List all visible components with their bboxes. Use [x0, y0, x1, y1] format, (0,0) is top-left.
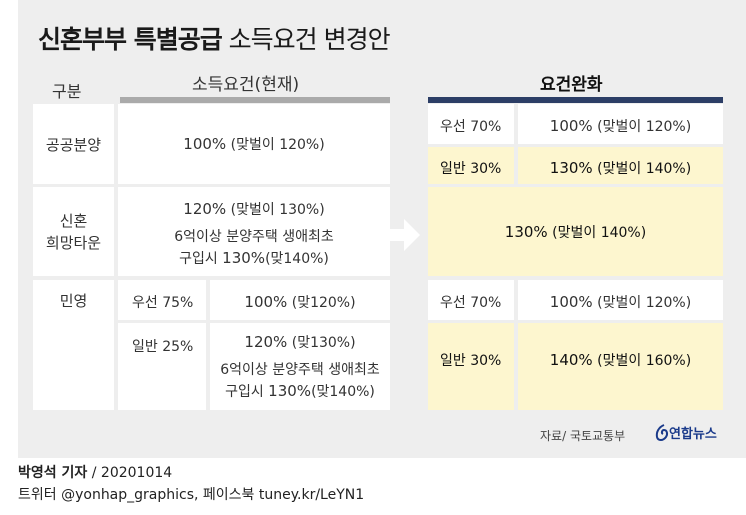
current-public-main: 100% [183, 135, 227, 153]
relaxed-cell-private-priority-label [428, 280, 514, 320]
relaxed-cell-public-priority-value [518, 104, 723, 144]
title-rest: 소득요건 변경안 [221, 25, 391, 54]
source-text: 자료/ 국토교통부 [540, 429, 626, 443]
relaxed-private-priority-value: 100% (맞벌이 120%) [518, 292, 723, 312]
relaxed-cell-public-general-label [428, 147, 514, 184]
row-label-private: 민영 [59, 292, 88, 310]
relaxed-private-priority-sub: (맞벌이 120%) [592, 295, 692, 311]
relaxed-private-priority-label: 우선 70% [440, 295, 502, 311]
current-cell-private-general-label [118, 323, 206, 410]
category-cell-newlywed [33, 187, 114, 276]
current-private-general-line2: 6억이상 분양주택 생애최초 [220, 362, 380, 378]
relaxed-private-general-label: 일반 30% [440, 353, 502, 369]
row-label-public: 공공분양 [45, 136, 102, 154]
current-private-priority-sub: (맞120%) [287, 295, 356, 311]
footer-reporter: 박영석 기자 [18, 465, 88, 481]
relaxed-cell-newlywed [428, 187, 723, 276]
current-private-general-label: 일반 25% [132, 339, 194, 355]
relaxed-cell-public-priority-label [428, 104, 514, 144]
relaxed-header-bar [428, 97, 723, 103]
header-current: 소득요건(현재) [192, 75, 300, 95]
relaxed-public-general-main: 130% [549, 159, 593, 177]
current-cell-private-priority-value [210, 280, 390, 320]
current-private-general-main: 120% [244, 333, 288, 351]
title-bold: 신혼부부 특별공급 [38, 25, 223, 54]
relaxed-cell-private-general-value [518, 323, 723, 410]
footer-credit: 박영석 기자 / 20201014 [18, 462, 172, 482]
relaxed-public-priority-main: 100% [549, 117, 593, 135]
current-newlywed-line3-main: 130% [222, 249, 266, 267]
current-private-priority-main: 100% [244, 293, 288, 311]
relaxed-public-general-label: 일반 30% [440, 161, 502, 177]
relaxed-private-general-value: 140% (맞벌이 160%) [518, 350, 723, 370]
current-public-sub: (맞벌이 120%) [226, 137, 325, 153]
footer-date: 20201014 [100, 465, 173, 481]
relaxed-newlywed-sub: (맞벌이 140%) [547, 225, 647, 241]
current-private-general-line3-sub: (맞140%) [311, 384, 375, 400]
yonhap-logo: 연합뉴스 [655, 423, 717, 442]
current-newlywed-line3: 구입시 130%(맞140%) [118, 248, 390, 268]
page-title: 신혼부부 특별공급 소득요건 변경안 [38, 20, 391, 56]
current-cell-private-general-value [210, 323, 390, 410]
relaxed-cell-public-general-value [518, 147, 723, 184]
current-header-bar [120, 97, 390, 103]
row-label-newlywed-1: 신혼 [59, 212, 88, 230]
header-category: 구분 [52, 82, 82, 101]
current-newlywed-line3-sub: (맞140%) [265, 251, 329, 267]
relaxed-newlywed-value: 130% (맞벌이 140%) [428, 222, 723, 242]
header-relaxed: 요건완화 [540, 75, 603, 95]
current-cell-private-priority-label [118, 280, 206, 320]
current-cell-public [118, 104, 390, 184]
current-cell-newlywed [118, 187, 390, 276]
current-public-value: 100% (맞벌이 120%) [118, 134, 390, 154]
relaxed-newlywed-main: 130% [504, 223, 548, 241]
current-private-priority-value: 100% (맞120%) [210, 292, 390, 312]
footer-date-sep: / [87, 465, 101, 481]
current-private-general-line3: 구입시 130%(맞140%) [210, 381, 390, 401]
current-newlywed-line3-pre: 구입시 [179, 251, 223, 267]
relaxed-public-general-sub: (맞벌이 140%) [592, 161, 692, 177]
category-cell-public [33, 104, 114, 184]
relaxed-private-priority-main: 100% [549, 293, 593, 311]
relaxed-public-priority-label: 우선 70% [440, 119, 502, 135]
current-private-general-line3-pre: 구입시 [225, 384, 269, 400]
current-newlywed-line1: 120% (맞벌이 130%) [118, 199, 390, 219]
relaxed-public-priority-sub: (맞벌이 120%) [592, 119, 692, 135]
relaxed-cell-private-priority-value [518, 280, 723, 320]
arrow-right-icon [390, 219, 420, 251]
current-private-priority-label: 우선 75% [132, 295, 194, 311]
logo-text: 연합뉴스 [669, 427, 717, 442]
current-newlywed-line2: 6억이상 분양주택 생애최초 [174, 229, 334, 245]
current-private-general-line1: 120% (맞130%) [210, 332, 390, 352]
row-label-newlywed-2: 희망타운 [45, 234, 102, 252]
relaxed-private-general-main: 140% [549, 351, 593, 369]
current-private-general-sub: (맞130%) [287, 335, 356, 351]
relaxed-public-priority-value: 100% (맞벌이 120%) [518, 116, 723, 136]
category-cell-private [33, 280, 114, 410]
current-newlywed-sub: (맞벌이 130%) [226, 202, 325, 218]
footer-social: 트위터 @yonhap_graphics, 페이스북 tuney.kr/LeYN… [18, 487, 365, 503]
relaxed-private-general-sub: (맞벌이 160%) [592, 353, 692, 369]
current-private-general-line3-main: 130% [268, 382, 312, 400]
relaxed-cell-private-general-label [428, 323, 514, 410]
relaxed-public-general-value: 130% (맞벌이 140%) [518, 158, 723, 178]
current-newlywed-main: 120% [183, 200, 227, 218]
yonhap-logo-icon [655, 424, 669, 441]
